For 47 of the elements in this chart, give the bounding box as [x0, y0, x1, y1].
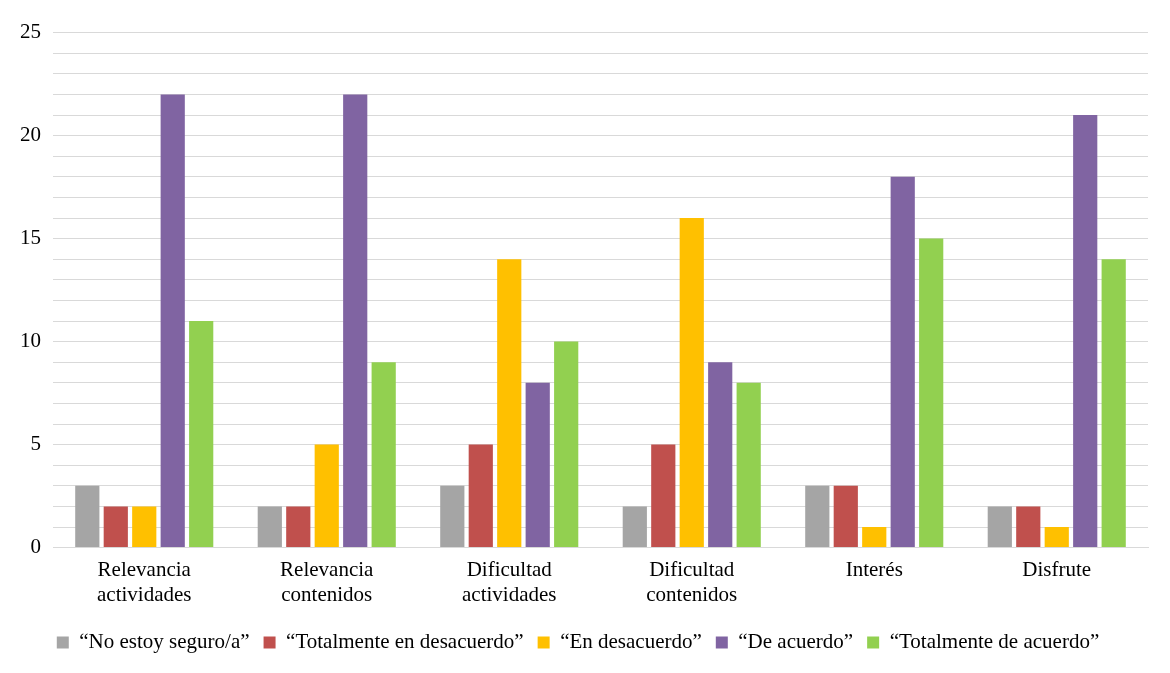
legend-label: “De acuerdo” [738, 629, 854, 654]
bar [890, 176, 915, 548]
bar [257, 506, 282, 548]
bar [1016, 506, 1041, 548]
bar [805, 485, 830, 548]
y-tick-label: 25 [20, 19, 41, 44]
bar [440, 485, 465, 548]
bar [468, 444, 493, 548]
y-tick-label: 0 [30, 534, 41, 559]
bar [736, 382, 761, 548]
x-tick-label: Relevancia contenidos [280, 556, 375, 606]
y-tick-label: 5 [30, 431, 41, 456]
bar [160, 94, 185, 548]
bar [75, 485, 100, 548]
legend-label: “Totalmente de acuerdo” [889, 629, 1100, 654]
bar [189, 321, 214, 548]
bar [314, 444, 339, 548]
bar [862, 527, 887, 548]
bar [987, 506, 1012, 548]
x-tick-label: Interés [845, 556, 903, 581]
bar [554, 341, 579, 548]
legend-label: “En desacuerdo” [560, 629, 702, 654]
bar [1101, 259, 1126, 548]
x-tick-label: Relevancia actividades [97, 556, 192, 606]
bar [103, 506, 128, 548]
y-tick-label: 15 [20, 225, 41, 250]
bar [1073, 115, 1098, 548]
legend-label: “No estoy seguro/a” [79, 629, 250, 654]
x-tick-label: Dificultad actividades [462, 556, 557, 606]
bar [708, 362, 733, 548]
bar [371, 362, 396, 548]
bar [343, 94, 368, 548]
bar [1044, 527, 1069, 548]
bar [651, 444, 676, 548]
bar [919, 238, 944, 548]
y-tick-label: 10 [20, 328, 41, 353]
bar [833, 485, 858, 548]
x-tick-label: Disfrute [1022, 556, 1092, 581]
legend-label: “Totalmente en desacuerdo” [286, 629, 524, 654]
bar [525, 382, 550, 548]
x-tick-label: Dificultad contenidos [646, 556, 738, 606]
bar [679, 218, 704, 548]
bar [497, 259, 522, 548]
bar [622, 506, 647, 548]
bar [132, 506, 157, 548]
y-tick-label: 20 [20, 122, 41, 147]
bar [286, 506, 311, 548]
